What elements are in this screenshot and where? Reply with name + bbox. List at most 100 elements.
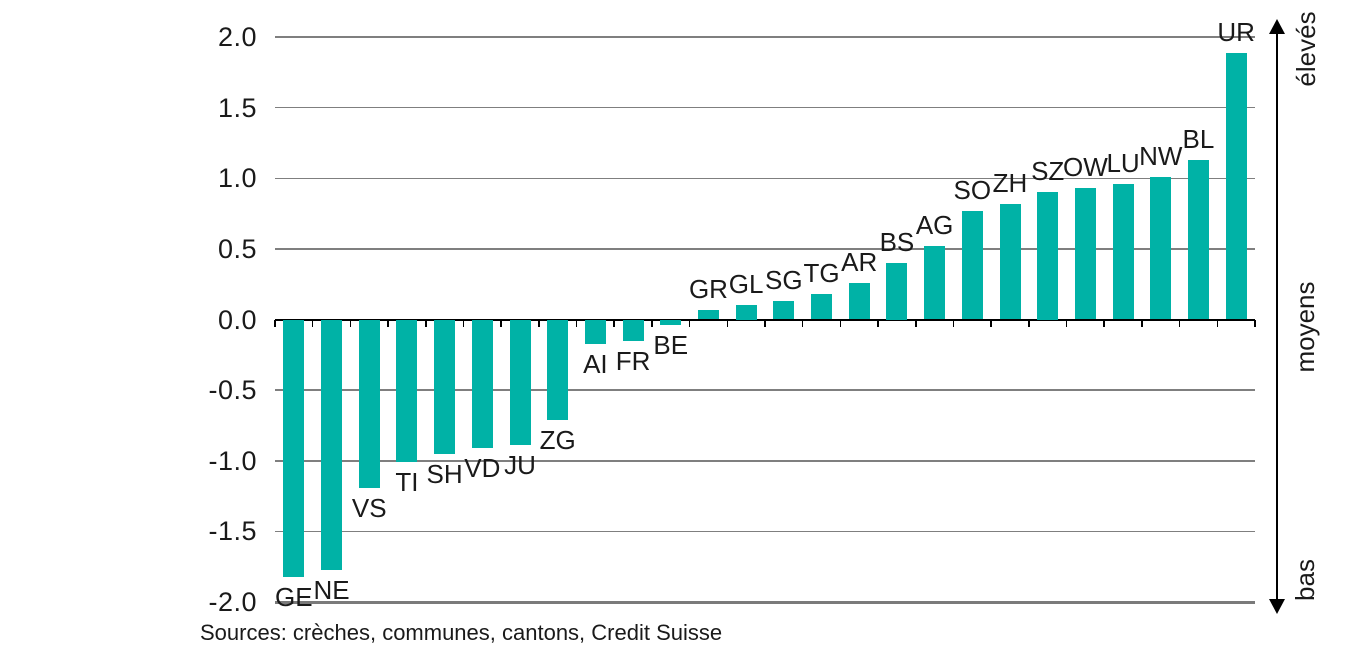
y-tick-label: 0.5	[217, 233, 257, 264]
axis-tick	[538, 319, 540, 327]
bar-label: NW	[1139, 140, 1183, 171]
bar-label: ZH	[992, 167, 1028, 198]
bar-label: JU	[504, 450, 536, 481]
bar	[358, 319, 380, 488]
bar	[735, 305, 757, 320]
axis-tick	[688, 319, 691, 327]
bar	[584, 319, 606, 344]
axis-tick	[424, 319, 427, 327]
gridline	[275, 530, 1255, 533]
axis-tick	[575, 319, 578, 327]
gridline	[275, 177, 1255, 179]
bar-label: AG	[915, 210, 954, 241]
axis-tick	[462, 319, 465, 327]
axis-tick	[1028, 319, 1030, 327]
bar-label: TI	[395, 467, 419, 498]
arrow-down-icon	[1269, 599, 1285, 614]
bar	[1225, 52, 1247, 320]
bar	[961, 210, 983, 320]
y-tick-label: -1.0	[208, 445, 257, 476]
bar-label: TG	[803, 258, 840, 289]
bar-label: NE	[313, 574, 350, 605]
y-tick-label: -1.5	[208, 516, 257, 547]
bar	[811, 294, 833, 320]
bar-label: VD	[464, 453, 501, 484]
axis-tick	[349, 319, 352, 327]
bar-label: ZG	[539, 424, 576, 455]
axis-tick	[1065, 319, 1068, 327]
axis-tick	[274, 319, 276, 327]
axis-tick	[1178, 319, 1181, 327]
axis-tick	[952, 319, 955, 327]
bar	[283, 319, 305, 577]
bar	[321, 319, 343, 570]
bar-label: VS	[351, 492, 387, 523]
bar	[1112, 183, 1134, 320]
chart-baseline	[275, 601, 1255, 604]
bar	[471, 319, 493, 449]
axis-tick	[914, 319, 917, 327]
gridline	[275, 248, 1255, 250]
axis-tick	[726, 319, 729, 327]
axis-tick	[1103, 319, 1106, 327]
scale-label-low: bas	[1290, 559, 1320, 601]
arrow-up-icon	[1269, 19, 1285, 34]
y-tick-label: 0.0	[217, 304, 257, 335]
bar-label: GR	[688, 273, 728, 304]
bar	[773, 301, 795, 320]
scale-arrow-line	[1276, 30, 1278, 602]
bar-label: SH	[426, 458, 463, 489]
bar	[509, 319, 531, 446]
bar	[660, 319, 682, 326]
scale-label-medium: moyens	[1290, 281, 1320, 373]
bar	[396, 319, 418, 463]
bar-label: LU	[1106, 147, 1140, 178]
axis-tick	[1254, 319, 1256, 327]
axis-tick	[877, 319, 879, 327]
axis-tick	[1216, 319, 1219, 327]
scale-label-high: élevés	[1291, 11, 1321, 87]
bar	[1187, 159, 1209, 320]
bar-label: SO	[953, 174, 992, 205]
gridline	[275, 389, 1255, 391]
gridline	[275, 106, 1255, 109]
bar-label: OW	[1062, 152, 1108, 183]
bar	[999, 203, 1021, 320]
bar	[434, 319, 456, 454]
axis-tick	[311, 319, 314, 327]
bar-label: GE	[275, 581, 313, 612]
bar-label: AR	[841, 246, 878, 277]
axis-tick	[764, 319, 766, 327]
source-note: Sources: crèches, communes, cantons, Cre…	[200, 620, 723, 645]
axis-tick	[500, 319, 502, 327]
gridline	[275, 460, 1255, 462]
y-tick-label: 1.5	[217, 92, 257, 123]
bar	[697, 309, 719, 320]
bar-label: GL	[728, 269, 764, 300]
axis-tick	[1141, 319, 1143, 327]
bar	[924, 246, 946, 320]
bar-label: UR	[1217, 16, 1255, 47]
y-tick-label: 2.0	[217, 22, 257, 52]
axis-tick	[387, 319, 389, 327]
bar	[886, 263, 908, 320]
bar-label: FR	[615, 345, 651, 376]
bar-label: BS	[879, 227, 915, 257]
bar-label: AI	[583, 348, 608, 379]
bar-label: SG	[765, 265, 803, 296]
axis-tick	[990, 319, 992, 327]
bar	[547, 319, 569, 420]
y-tick-label: 1.0	[217, 163, 257, 194]
bar	[848, 282, 870, 320]
bar-label: BE	[653, 330, 689, 361]
bar	[1037, 192, 1059, 320]
bar	[1150, 176, 1172, 320]
y-tick-label: -0.5	[208, 375, 257, 406]
bar	[1074, 188, 1096, 320]
axis-tick	[651, 319, 653, 327]
bar	[622, 319, 644, 341]
bar-label: BL	[1182, 123, 1215, 154]
bar-label: SZ	[1031, 156, 1065, 187]
axis-tick	[839, 319, 842, 327]
